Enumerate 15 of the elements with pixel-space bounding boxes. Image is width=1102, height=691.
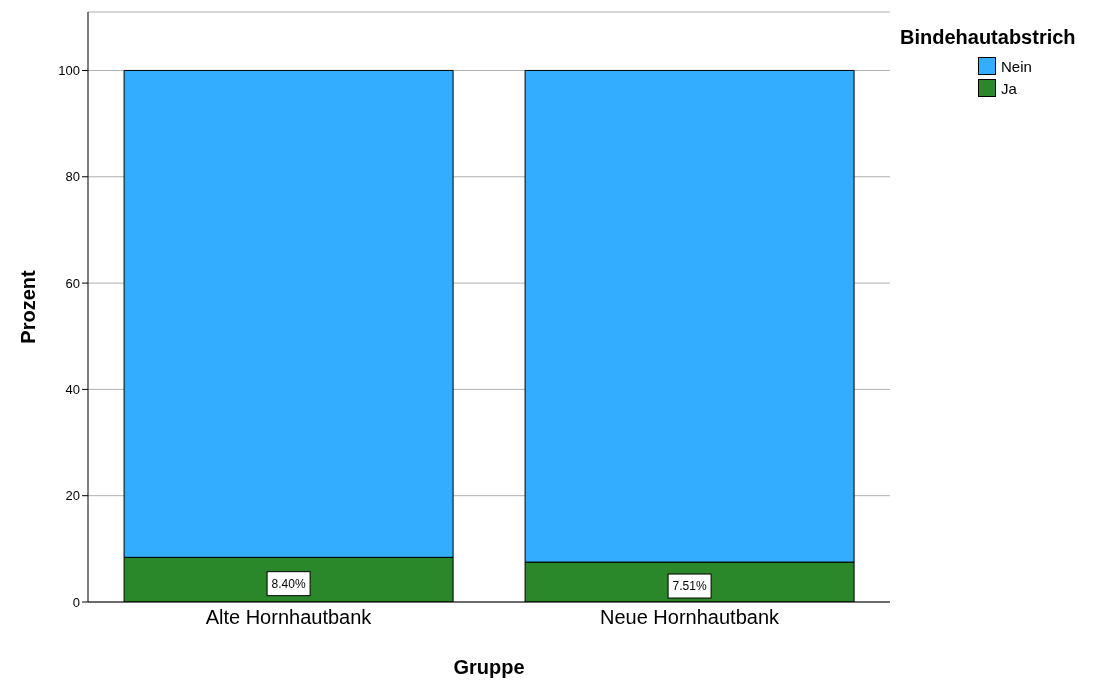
data-label: 8.40% [271,576,306,591]
y-tick-label: 20 [65,488,80,504]
legend-label: Ja [1001,79,1017,97]
y-tick-label: 80 [65,169,80,185]
data-label: 7.51% [672,579,707,594]
y-tick-label: 100 [58,63,80,79]
x-axis-title: Gruppe [453,656,525,678]
y-axis-title: Prozent [17,269,40,344]
y-tick-label: 0 [72,594,80,610]
y-tick-label: 40 [65,382,80,397]
y-tick-label: 60 [65,275,80,291]
legend-title: Bindehautabstrich [900,26,1076,49]
x-tick-label: Neue Hornhautbank [599,606,781,629]
legend-label: Nein [1001,57,1032,75]
x-tick-label: Alte Hornhautbank [205,606,373,629]
